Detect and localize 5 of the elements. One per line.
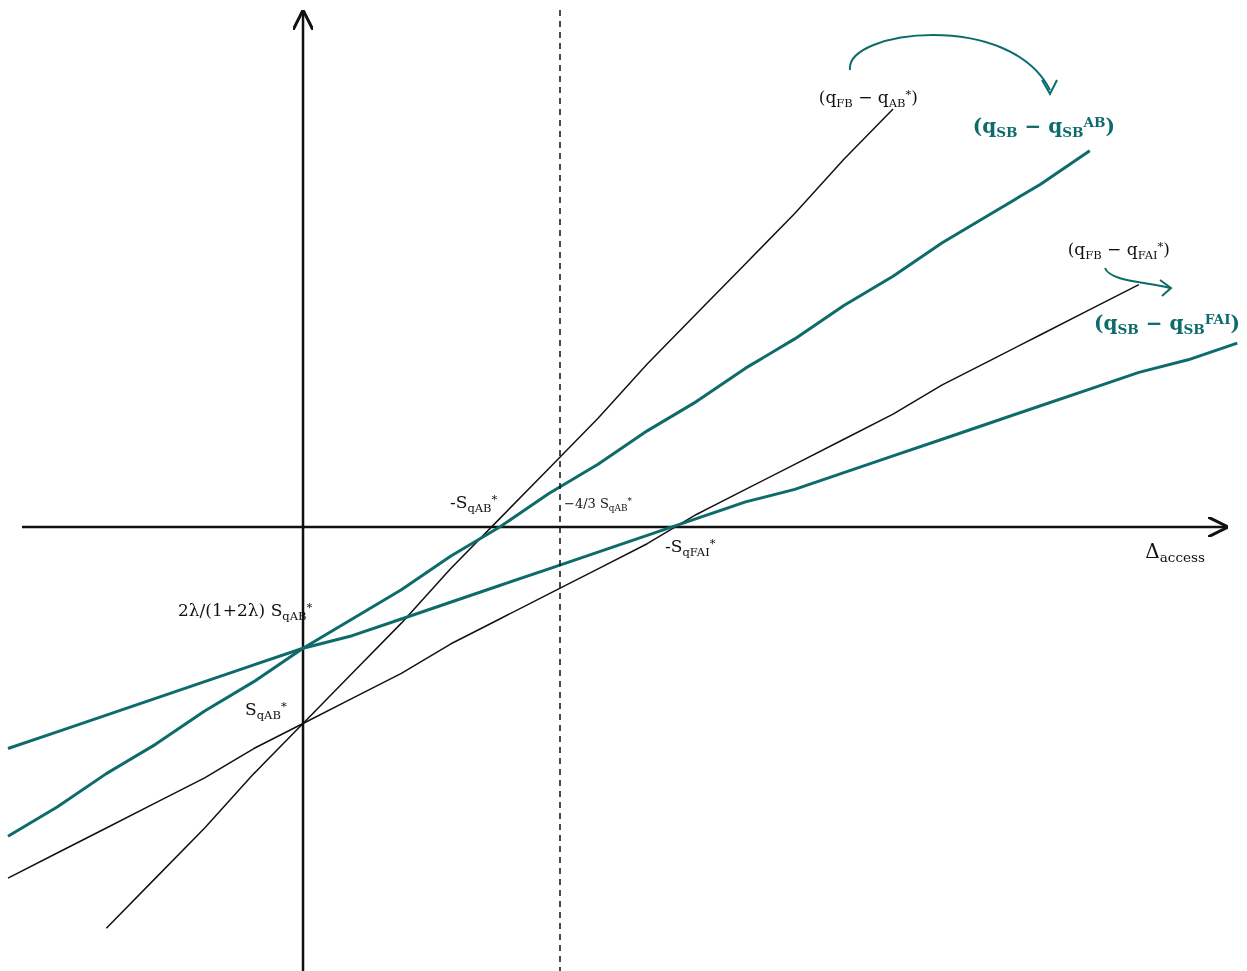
series-label: (q$_{FB}$ − q$_{AB}$$^{*}$) [818, 86, 918, 110]
x-axis-title: Δ$_{access}$ [1145, 539, 1206, 566]
legend-label: (q$_{SB}$ − q$_{SB}$$^{AB}$) [972, 113, 1115, 141]
text: (q$_{FB}$ − q$_{FAI}$$^{*}$) [1067, 238, 1170, 262]
legend-label: (q$_{SB}$ − q$_{SB}$$^{FAI}$) [1094, 310, 1240, 338]
